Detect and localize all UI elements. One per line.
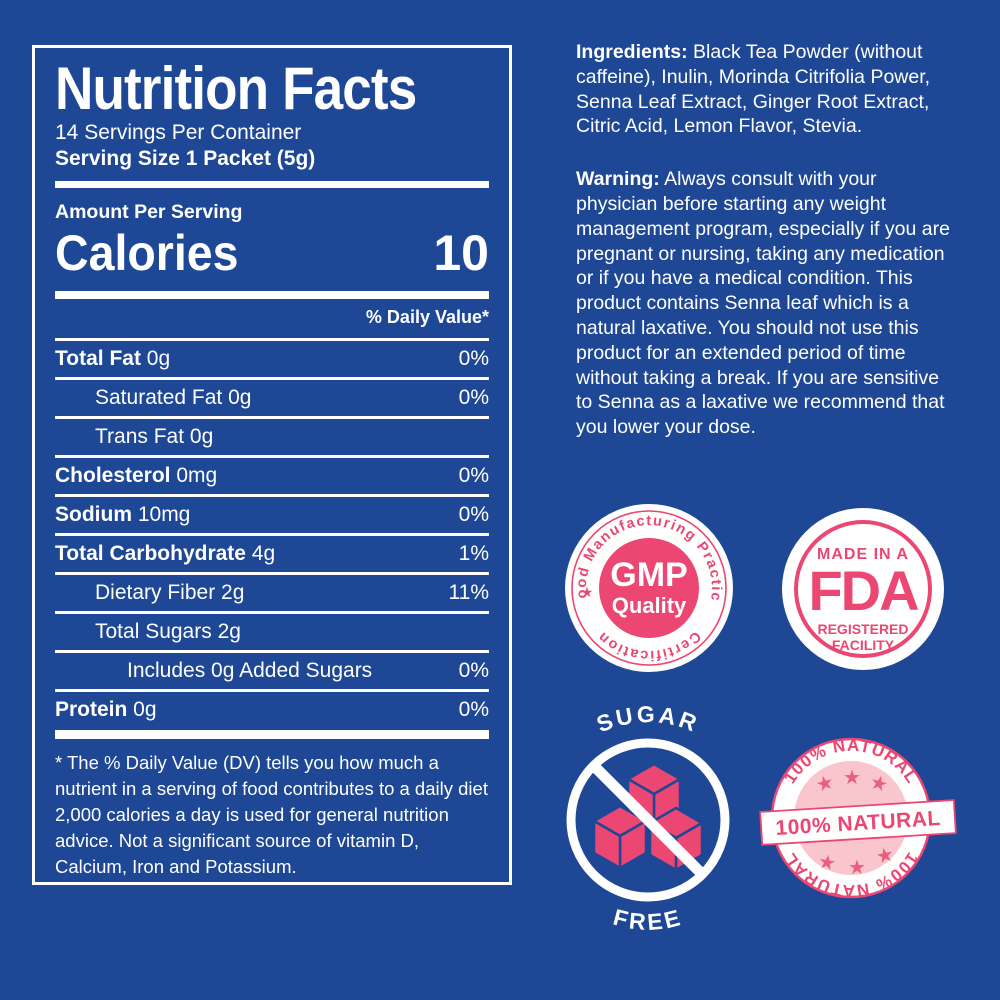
nutrient-name: Saturated Fat 0g — [95, 385, 252, 409]
nutrition-row: Total Fat 0g 0% — [55, 341, 489, 380]
nutrient-name: Includes 0g Added Sugars — [127, 658, 373, 682]
fda-ring — [794, 520, 932, 658]
nutrition-row: Total Carbohydrate 4g 1% — [55, 536, 489, 575]
fda-outer-circle — [782, 508, 944, 670]
natural-badge-icon: 100% NATURAL 100% NATURAL ★ ★ ★ ★ ★ ★ 10… — [759, 736, 957, 900]
natural-stars: ★ ★ ★ ★ ★ ★ — [813, 767, 896, 879]
serving-size: Serving Size 1 Packet (5g) — [55, 147, 316, 170]
warning-label: Warning: — [576, 168, 660, 191]
thick-divider — [55, 730, 489, 739]
star-icon: ★ — [848, 857, 866, 879]
free-text: FREE — [611, 904, 686, 935]
ingredients-text: Black Tea Powder (without caffeine), Inu… — [576, 41, 931, 138]
nutrient-name: Cholesterol 0mg — [55, 463, 218, 487]
nutrient-name: Total Fat 0g — [55, 346, 171, 370]
calories-value: 10 — [433, 225, 489, 281]
nutrition-row: Dietary Fiber 2g 11% — [55, 575, 489, 614]
gmp-quality-text: Quality — [612, 593, 687, 618]
nutrient-daily-value: 0% — [458, 502, 489, 526]
star-icon: ★ — [867, 771, 890, 797]
fda-facility-text: FACILITY — [832, 637, 895, 653]
nutrient-daily-value: 0% — [458, 658, 489, 682]
nutrient-name: Total Carbohydrate 4g — [55, 541, 276, 565]
prohibition-slash — [590, 762, 706, 878]
nutrient-name: Sodium 10mg — [55, 502, 191, 526]
nutrition-row: Total Sugars 2g — [55, 614, 489, 653]
nutrient-daily-value: 1% — [458, 541, 489, 565]
nutrition-facts-title: Nutrition Facts — [55, 55, 417, 122]
nutrition-row: Trans Fat 0g — [55, 419, 489, 458]
nutrition-row: Protein 0g 0% — [55, 692, 489, 728]
sugar-text: SUGAR — [593, 701, 703, 737]
gmp-thin-ring — [571, 510, 727, 666]
nutrient-daily-value: 0% — [458, 697, 489, 721]
gmp-quality-badge-icon: Good Manufacturing Practice Certificatio… — [557, 490, 733, 672]
nutrient-daily-value: 0% — [458, 463, 489, 487]
daily-value-header: % Daily Value* — [55, 299, 489, 341]
nutrient-name: Dietary Fiber 2g — [95, 580, 245, 604]
nutrition-rows: Total Fat 0g 0% Saturated Fat 0g 0% Trans Fa… — [55, 341, 489, 728]
sugar-free-badge-icon: SUGAR FREE — [566, 701, 730, 935]
nutrition-row: Cholesterol 0mg 0% — [55, 458, 489, 497]
gmp-text: GMP — [610, 556, 687, 594]
warning-paragraph: Warning: Always consult with your physic… — [576, 167, 952, 440]
star-icon: ★ — [813, 771, 836, 797]
natural-banner: 100% NATURAL — [759, 799, 957, 846]
nutrition-row: Saturated Fat 0g 0% — [55, 380, 489, 419]
star-icon: ★ — [816, 851, 837, 876]
thick-divider — [55, 181, 489, 188]
fda-logo-text: FDA — [808, 559, 918, 622]
calories-row: Calories 10 — [55, 226, 489, 280]
servings-per-container: 14 Servings Per Container — [55, 121, 302, 144]
star-icon: ★ — [843, 767, 861, 789]
nutrition-facts-panel: Nutrition Facts 14 Servings Per Containe… — [32, 45, 512, 885]
nutrient-daily-value: 0% — [458, 385, 489, 409]
fda-made-in-a-text: MADE IN A — [817, 546, 909, 563]
nutrient-name: Trans Fat 0g — [95, 424, 214, 448]
gmp-inner-circle — [599, 538, 699, 638]
natural-banner-rect — [759, 799, 957, 846]
daily-value-footnote: * The % Daily Value (DV) tells you how m… — [55, 752, 488, 877]
prohibition-circle — [566, 738, 730, 902]
nutrition-row: Sodium 10mg 0% — [55, 497, 489, 536]
star-icon: ★ — [581, 584, 594, 600]
thick-divider — [55, 291, 489, 299]
nutrient-daily-value: 0% — [458, 346, 489, 370]
ingredients-label: Ingredients: — [576, 41, 688, 63]
ingredients-paragraph: Ingredients: Black Tea Powder (without c… — [576, 40, 952, 139]
fda-registered-text: REGISTERED — [817, 621, 908, 637]
nutrition-row: Includes 0g Added Sugars 0% — [55, 653, 489, 692]
nutrient-daily-value: 11% — [448, 580, 489, 604]
star-icon: ★ — [874, 843, 896, 868]
fda-registered-badge-icon: MADE IN A FDA REGISTERED FACILITY — [782, 508, 944, 670]
amount-per-serving-label: Amount Per Serving — [55, 201, 243, 223]
nutrient-name: Total Sugars 2g — [95, 619, 241, 643]
warning-text: Always consult with your physician befor… — [576, 168, 950, 439]
nutrient-name: Protein 0g — [55, 697, 157, 721]
info-column: Ingredients: Black Tea Powder (without c… — [576, 40, 952, 440]
calories-label: Calories — [55, 225, 239, 281]
